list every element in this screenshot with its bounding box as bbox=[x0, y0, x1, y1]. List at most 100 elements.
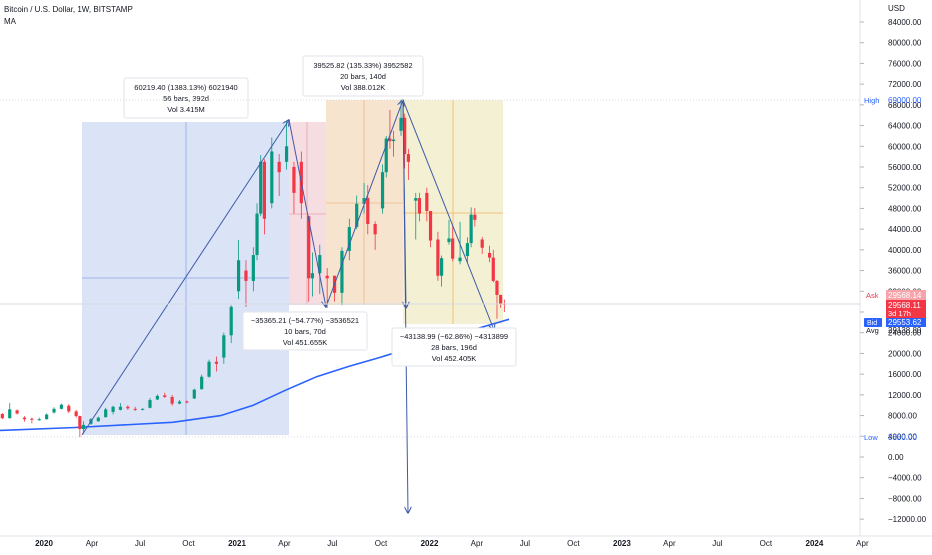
price-tick-label: 20000.00 bbox=[888, 349, 922, 358]
candle-2022-04-25 bbox=[487, 245, 492, 263]
time-tick-label: Jul bbox=[135, 539, 145, 548]
price-tick-label: −8000.00 bbox=[888, 494, 922, 503]
measure-1-line3: Vol 3.415M bbox=[167, 105, 205, 114]
candle-2020-03-09 bbox=[78, 415, 82, 438]
candle-body bbox=[200, 376, 204, 390]
candle-2019-12-23 bbox=[37, 417, 41, 421]
candle-2021-02-15 bbox=[259, 155, 263, 217]
measure-4-line3: Vol 452.405K bbox=[432, 354, 477, 363]
price-tick-label: 16000.00 bbox=[888, 370, 922, 379]
candle-2022-03-28 bbox=[473, 207, 477, 227]
candle-2020-01-20 bbox=[52, 407, 56, 414]
candle-body bbox=[96, 417, 100, 422]
time-tick-label: Apr bbox=[278, 539, 291, 548]
candle-2021-08-02 bbox=[347, 218, 351, 261]
price-tick-label: 40000.00 bbox=[888, 246, 922, 255]
candle-2019-11-25 bbox=[22, 416, 27, 422]
measure-3-line3: Vol 388.012K bbox=[341, 83, 386, 92]
candle-body bbox=[30, 418, 34, 420]
time-scale[interactable]: 2020 Apr Jul Oct 2021 Apr Jul Oct 2022 Apr Jul Oct 2… bbox=[0, 535, 932, 550]
price-tick-label: 76000.00 bbox=[888, 59, 922, 68]
candle-2021-08-30 bbox=[362, 183, 366, 214]
price-scale[interactable]: USD 84000.00 80000.00 76000.00 72000.00 6800… bbox=[859, 0, 932, 536]
candle-body bbox=[192, 389, 196, 399]
candle-2022-03-14 bbox=[465, 237, 470, 263]
candle-body bbox=[388, 138, 392, 142]
candle-2021-03-22 bbox=[277, 154, 281, 196]
candle-body bbox=[78, 416, 82, 430]
time-ticks: 2020 Apr Jul Oct 2021 Apr Jul Oct 2022 Apr Jul Oct 2… bbox=[35, 539, 869, 548]
candle-2021-11-22 bbox=[406, 148, 410, 180]
candle-body bbox=[284, 146, 289, 162]
price-tick-label: 12000.00 bbox=[888, 391, 922, 400]
candle-2020-04-13 bbox=[96, 416, 100, 422]
candle-body bbox=[384, 138, 388, 173]
candle-2020-02-03 bbox=[59, 403, 64, 410]
candle-body bbox=[428, 211, 433, 241]
price-tick-label: 36000.00 bbox=[888, 267, 922, 276]
time-tick-label: Apr bbox=[663, 539, 676, 548]
ask-label: Ask bbox=[866, 291, 879, 300]
candle-body bbox=[270, 151, 274, 204]
candle-body bbox=[458, 257, 462, 262]
candle-2020-11-09 bbox=[207, 359, 211, 378]
measure-3-line2: 20 bars, 140d bbox=[340, 72, 386, 81]
candle-body bbox=[310, 273, 315, 279]
candle-body bbox=[499, 294, 503, 304]
candle-body bbox=[355, 203, 359, 228]
time-tick-label: Jul bbox=[520, 539, 530, 548]
candle-body bbox=[81, 424, 86, 430]
measure-label-4[interactable]: −43138.99 (−62.86%) −4313899 28 bars, 19… bbox=[391, 327, 517, 367]
last-price-value: 29568.11 bbox=[888, 301, 921, 310]
candle-2020-10-26 bbox=[200, 374, 204, 390]
candle-body bbox=[362, 198, 366, 204]
candle-2021-12-13 bbox=[417, 192, 422, 222]
candle-body bbox=[104, 409, 108, 418]
candle-body bbox=[207, 361, 211, 377]
time-tick-label: 2022 bbox=[421, 539, 439, 548]
last-price-badge bbox=[886, 300, 926, 318]
candle-2020-07-06 bbox=[141, 408, 145, 411]
candle-body bbox=[417, 198, 422, 214]
candle-2022-04-11 bbox=[480, 236, 484, 254]
candle-body bbox=[403, 117, 407, 155]
candle-2019-12-09 bbox=[30, 417, 34, 424]
price-ticks: 84000.00 80000.00 76000.00 72000.00 68000.00… bbox=[860, 18, 927, 524]
candle-body bbox=[214, 361, 219, 364]
arrow-rebound-2021 bbox=[325, 100, 403, 308]
time-tick-label: Oct bbox=[567, 539, 580, 548]
candle-2021-09-20 bbox=[373, 221, 377, 250]
low-value: 3850.00 bbox=[888, 433, 917, 442]
candle-2020-08-17 bbox=[163, 392, 167, 398]
measure-label-2[interactable]: −35365.21 (−54.77%) −3536521 10 bars, 70… bbox=[242, 311, 368, 351]
candle-2020-10-12 bbox=[192, 388, 196, 399]
candle-2021-06-07 bbox=[318, 244, 322, 294]
candle-body bbox=[177, 401, 182, 404]
avg-value: 29138.80 bbox=[888, 326, 922, 335]
bid-badge bbox=[886, 318, 926, 327]
candle-2022-02-14 bbox=[451, 225, 455, 262]
measure-label-3[interactable]: 39525.82 (135.33%) 3952582 20 bars, 140d… bbox=[302, 55, 424, 97]
candle-2022-05-02 bbox=[491, 249, 495, 283]
candle-2022-01-17 bbox=[436, 231, 440, 281]
candle-body bbox=[251, 255, 255, 281]
candle-body bbox=[52, 408, 56, 413]
candle-body bbox=[366, 198, 370, 224]
candle-body bbox=[307, 216, 311, 279]
time-tick-label: Apr bbox=[86, 539, 99, 548]
candle-2021-01-04 bbox=[236, 240, 241, 300]
candle-body bbox=[255, 213, 259, 256]
candle-body bbox=[111, 406, 115, 412]
time-tick-label: 2021 bbox=[228, 539, 246, 548]
candle-body bbox=[126, 406, 130, 409]
measure-label-1[interactable]: 60219.40 (1383.13%) 6021940 56 bars, 392… bbox=[123, 77, 249, 119]
candle-2021-11-15 bbox=[403, 113, 407, 169]
price-tick-label: 44000.00 bbox=[888, 225, 922, 234]
candle-body bbox=[155, 395, 159, 400]
indicator-label[interactable]: MA bbox=[4, 17, 17, 26]
candle-2021-10-04 bbox=[380, 164, 385, 214]
candle-body bbox=[318, 255, 322, 274]
candle-body bbox=[480, 239, 484, 248]
